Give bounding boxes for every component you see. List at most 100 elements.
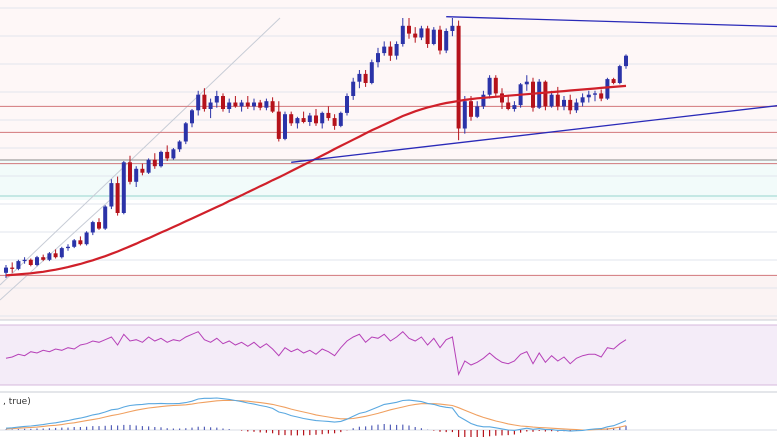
candle-body [90, 222, 95, 233]
candle-body [53, 253, 58, 258]
candle-body [413, 33, 418, 38]
candle-body [165, 151, 170, 159]
candle-body [555, 94, 560, 107]
candle-body [35, 257, 39, 265]
channel-line-2 [0, 199, 111, 301]
candle-body [66, 246, 70, 249]
candle-body [394, 44, 399, 56]
candle-body [183, 123, 188, 142]
candle-body [270, 101, 275, 112]
candle-body [357, 73, 362, 82]
candle-body [345, 96, 349, 113]
lower-trendline [291, 105, 777, 163]
candle-body [171, 149, 176, 159]
candle-body [258, 102, 263, 108]
candle-body [605, 79, 610, 99]
candle-body [276, 111, 281, 139]
candle-body [227, 102, 232, 109]
candle-body [202, 94, 207, 109]
candle-body [196, 94, 201, 111]
candle-body [611, 79, 616, 83]
candle-body [500, 93, 504, 103]
candle-body [22, 259, 27, 262]
candle-body [369, 62, 374, 83]
candle-body [152, 159, 157, 167]
candle-body [221, 96, 225, 109]
candle-body [493, 77, 498, 94]
price-upper-band [0, 0, 777, 160]
candle-body [233, 102, 238, 107]
candle-body [121, 162, 126, 213]
candle-body [214, 96, 219, 103]
candle-body [332, 118, 337, 126]
candle-body [438, 29, 442, 51]
candle-body [239, 102, 244, 107]
sma-line [5, 84, 627, 277]
candle-body [283, 114, 287, 139]
candle-body [103, 206, 108, 229]
candle-body [481, 94, 486, 107]
candle-body [506, 102, 511, 109]
macd-line [5, 397, 627, 432]
candle-body [624, 55, 628, 67]
candle-body [444, 31, 449, 51]
candle-body [16, 261, 21, 269]
candle-body [407, 25, 411, 34]
candle-body [84, 232, 89, 245]
candle-body [59, 248, 64, 258]
candle-body [543, 81, 548, 107]
candle-body [78, 240, 83, 245]
upper-trendline [446, 16, 777, 28]
candle-body [617, 66, 622, 83]
candle-body [580, 97, 585, 103]
candle-body [320, 112, 325, 124]
candle-body [245, 102, 250, 107]
candle-body [593, 93, 597, 95]
candle-body [599, 93, 604, 99]
candle-body [363, 73, 368, 83]
candle-body [146, 159, 151, 173]
candle-body [264, 101, 269, 108]
candle-body [159, 151, 163, 167]
candle-body [10, 267, 15, 269]
candle-body [568, 99, 573, 111]
candle-body [314, 115, 318, 124]
candle-body [140, 168, 145, 173]
candle-body [388, 46, 393, 56]
candle-body [97, 222, 101, 229]
candle-body [574, 102, 579, 111]
candle-body [431, 29, 436, 44]
candle-body [252, 102, 256, 107]
candle-body [177, 141, 182, 150]
candle-body [4, 267, 8, 273]
candle-body [47, 253, 52, 260]
candle-body [450, 25, 455, 31]
candle-body [190, 110, 194, 124]
macd-signal-line [5, 399, 627, 431]
candle-body [549, 94, 554, 107]
candle-body [301, 118, 306, 122]
candle-body [115, 183, 120, 213]
candle-body [376, 53, 380, 63]
price-lower-band [0, 275, 777, 320]
candle-body [338, 112, 343, 126]
candle-body [41, 257, 46, 260]
candle-body [208, 102, 213, 109]
candle-body [307, 115, 312, 122]
candle-body [109, 183, 114, 207]
candle-body [419, 28, 424, 38]
candle-body [512, 105, 517, 109]
candle-body [289, 114, 294, 124]
candle-body [72, 240, 77, 247]
candle-body [469, 101, 473, 117]
candle-body [351, 81, 356, 96]
candle-body [382, 46, 387, 54]
candle-body [128, 162, 132, 182]
candle-body [326, 112, 331, 119]
candle-body [524, 81, 529, 85]
candle-body [456, 25, 461, 129]
candle-body [462, 101, 467, 129]
candle-body [295, 118, 300, 124]
